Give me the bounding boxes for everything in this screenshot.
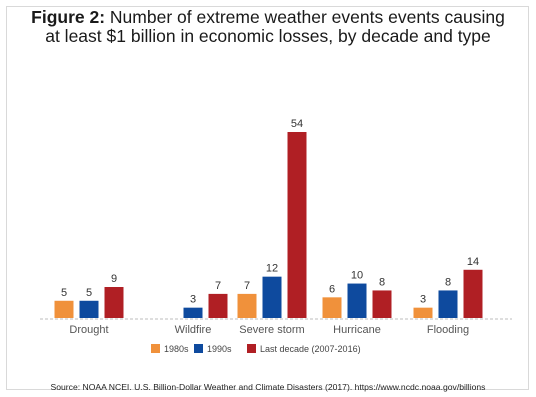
data-label-hurricane-last-decade-2007-2016: 8 [379, 276, 385, 288]
data-label-hurricane-1990s: 10 [351, 270, 363, 282]
bar-wildfire-last-decade-2007-2016 [208, 293, 228, 318]
data-label-severe-storm-1990s: 12 [266, 263, 278, 275]
bar-severe-storm-1980s [237, 293, 257, 318]
data-label-drought-last-decade-2007-2016: 9 [111, 273, 117, 285]
bar-flooding-1990s [438, 290, 458, 318]
x-tick-label-hurricane: Hurricane [333, 324, 381, 336]
bar-severe-storm-1990s [262, 276, 282, 318]
data-label-wildfire-1990s: 3 [190, 294, 196, 306]
x-tick-label-drought: Drought [69, 324, 108, 336]
x-tick-label-flooding: Flooding [427, 324, 469, 336]
bar-drought-last-decade-2007-2016 [104, 287, 124, 318]
data-label-severe-storm-1980s: 7 [244, 280, 250, 292]
data-label-flooding-1980s: 3 [420, 294, 426, 306]
data-label-hurricane-1980s: 6 [329, 283, 335, 295]
figure-frame [6, 6, 529, 390]
bar-flooding-1980s [413, 307, 433, 318]
source-note: Source: NOAA NCEI. U.S. Billion-Dollar W… [50, 382, 486, 392]
bar-hurricane-1990s [347, 283, 367, 318]
legend-swatch-last-decade-2007-2016 [247, 344, 256, 353]
chart-title: Figure 2: Number of extreme weather even… [0, 8, 536, 46]
title-line1: Number of extreme weather events events … [109, 7, 505, 27]
title-prefix: Figure 2: [31, 7, 106, 27]
data-label-wildfire-last-decade-2007-2016: 7 [215, 280, 221, 292]
bar-drought-1990s [79, 300, 99, 318]
data-label-drought-1980s: 5 [61, 287, 67, 299]
legend-label-last-decade-2007-2016: Last decade (2007-2016) [260, 344, 361, 354]
data-label-drought-1990s: 5 [86, 287, 92, 299]
bar-severe-storm-last-decade-2007-2016 [287, 132, 307, 318]
bar-drought-1980s [54, 300, 74, 318]
data-label-flooding-1990s: 8 [445, 276, 451, 288]
bar-hurricane-1980s [322, 297, 342, 318]
legend-label-1980s: 1980s [164, 344, 189, 354]
legend-swatch-1980s [151, 344, 160, 353]
x-tick-label-wildfire: Wildfire [175, 324, 212, 336]
bar-flooding-last-decade-2007-2016 [463, 269, 483, 318]
data-label-flooding-last-decade-2007-2016: 14 [467, 256, 479, 268]
data-label-severe-storm-last-decade-2007-2016: 54 [291, 118, 303, 130]
bar-wildfire-1990s [183, 307, 203, 318]
x-tick-label-severe-storm: Severe storm [239, 324, 304, 336]
legend-swatch-1990s [194, 344, 203, 353]
bar-hurricane-last-decade-2007-2016 [372, 290, 392, 318]
legend-label-1990s: 1990s [207, 344, 232, 354]
title-line2: at least $1 billion in economic losses, … [45, 26, 491, 46]
